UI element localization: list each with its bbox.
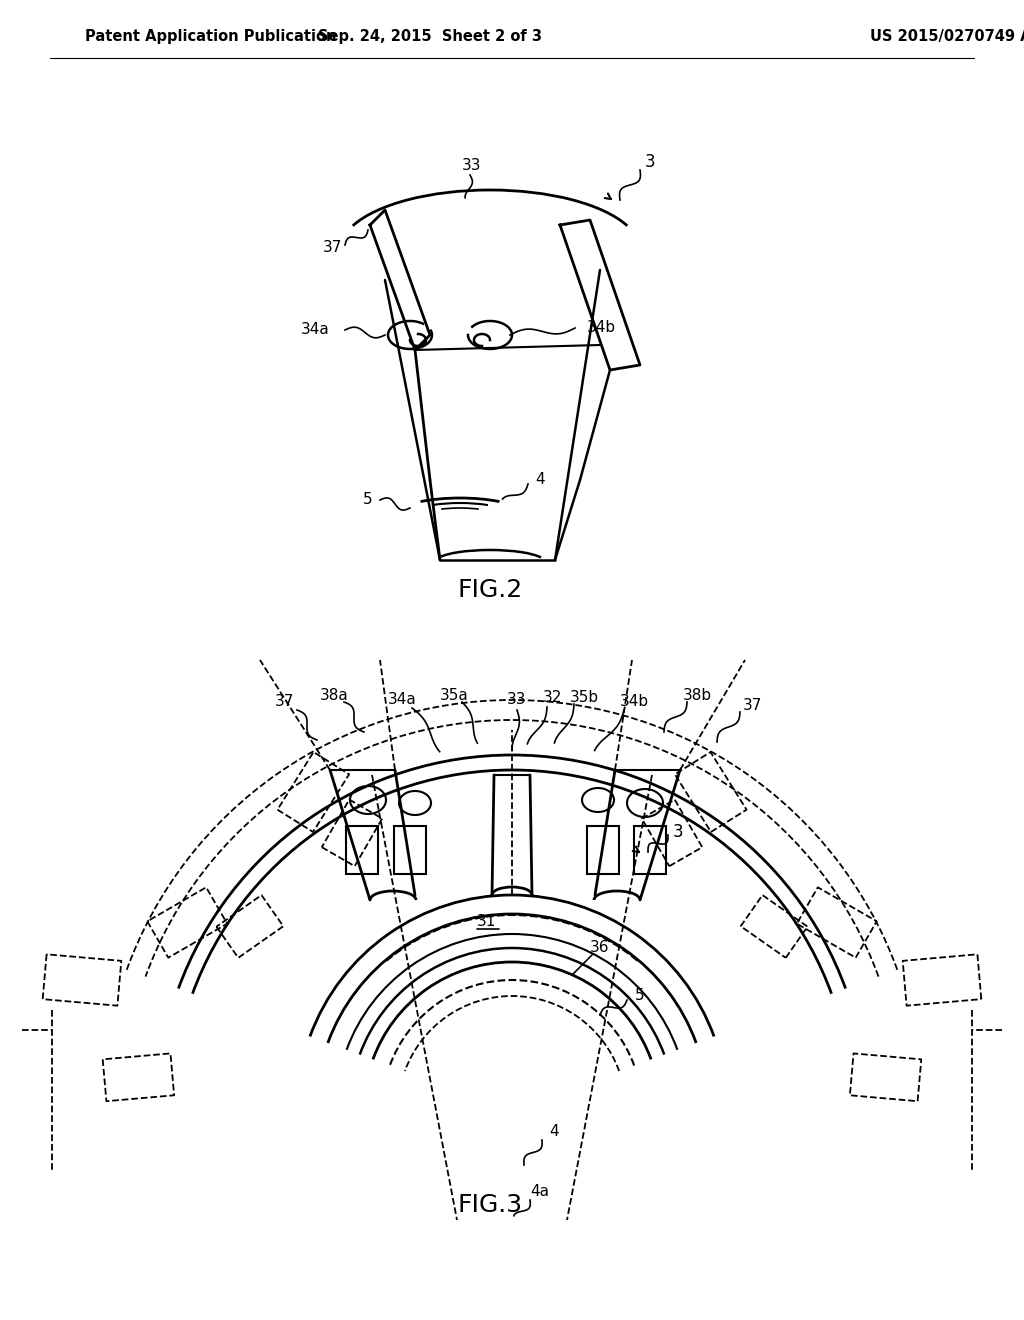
Text: Sep. 24, 2015  Sheet 2 of 3: Sep. 24, 2015 Sheet 2 of 3 [318, 29, 542, 45]
Text: 31: 31 [477, 915, 497, 929]
Bar [634, 826, 666, 874]
Text: 35a: 35a [439, 688, 468, 702]
Text: Patent Application Publication: Patent Application Publication [85, 29, 337, 45]
Text: 34a: 34a [301, 322, 330, 338]
Text: 37: 37 [742, 697, 762, 713]
Text: 5: 5 [635, 987, 645, 1002]
Text: 34a: 34a [388, 693, 417, 708]
Text: FIG.3: FIG.3 [458, 1193, 522, 1217]
Text: 37: 37 [274, 694, 294, 710]
Text: 4: 4 [536, 473, 545, 487]
Bar [394, 826, 426, 874]
Text: 4a: 4a [530, 1184, 550, 1200]
Text: 37: 37 [324, 240, 343, 256]
Text: 34b: 34b [620, 694, 648, 710]
Text: 34b: 34b [587, 321, 616, 335]
Text: 32: 32 [543, 690, 562, 705]
Text: 3: 3 [645, 153, 655, 172]
Text: 3: 3 [673, 822, 683, 841]
Text: 38a: 38a [319, 688, 348, 702]
Text: 33: 33 [507, 693, 526, 708]
Bar [346, 826, 378, 874]
Text: 5: 5 [364, 492, 373, 507]
Text: 38b: 38b [682, 688, 712, 702]
Text: 36: 36 [590, 940, 609, 956]
Text: 4: 4 [549, 1125, 559, 1139]
Bar [587, 826, 618, 874]
Text: FIG.2: FIG.2 [458, 578, 522, 602]
Text: 35b: 35b [569, 689, 599, 705]
Text: 33: 33 [462, 157, 481, 173]
Text: US 2015/0270749 A1: US 2015/0270749 A1 [870, 29, 1024, 45]
